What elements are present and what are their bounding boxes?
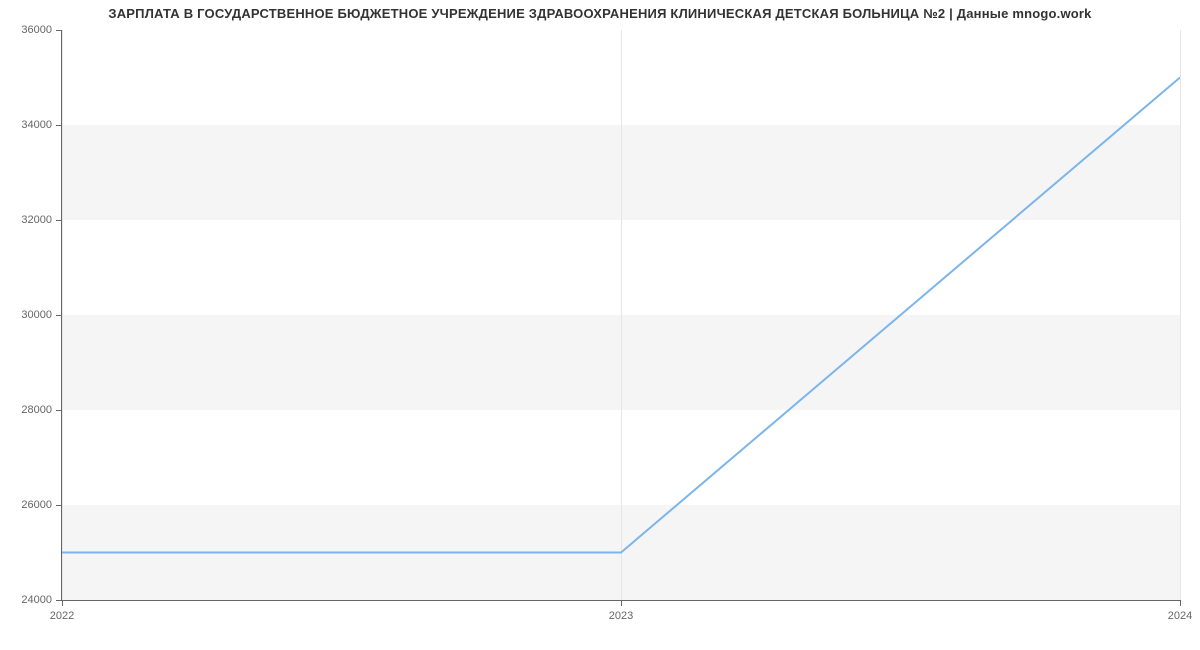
- series-line-layer: [62, 30, 1180, 600]
- chart-container: ЗАРПЛАТА В ГОСУДАРСТВЕННОЕ БЮДЖЕТНОЕ УЧР…: [0, 0, 1200, 650]
- y-tick-label: 30000: [12, 309, 52, 321]
- y-tick-label: 24000: [12, 594, 52, 606]
- x-tick: [62, 600, 63, 606]
- y-tick-label: 34000: [12, 119, 52, 131]
- x-tick: [1180, 600, 1181, 606]
- y-tick-label: 26000: [12, 499, 52, 511]
- y-tick-label: 32000: [12, 214, 52, 226]
- x-tick: [621, 600, 622, 606]
- x-tick-label: 2022: [50, 610, 74, 622]
- x-tick-label: 2023: [609, 610, 633, 622]
- series-line: [62, 78, 1180, 553]
- y-tick-label: 28000: [12, 404, 52, 416]
- y-tick-label: 36000: [12, 24, 52, 36]
- plot-area: 2400026000280003000032000340003600020222…: [62, 30, 1180, 600]
- chart-title: ЗАРПЛАТА В ГОСУДАРСТВЕННОЕ БЮДЖЕТНОЕ УЧР…: [0, 6, 1200, 21]
- x-tick-label: 2024: [1168, 610, 1192, 622]
